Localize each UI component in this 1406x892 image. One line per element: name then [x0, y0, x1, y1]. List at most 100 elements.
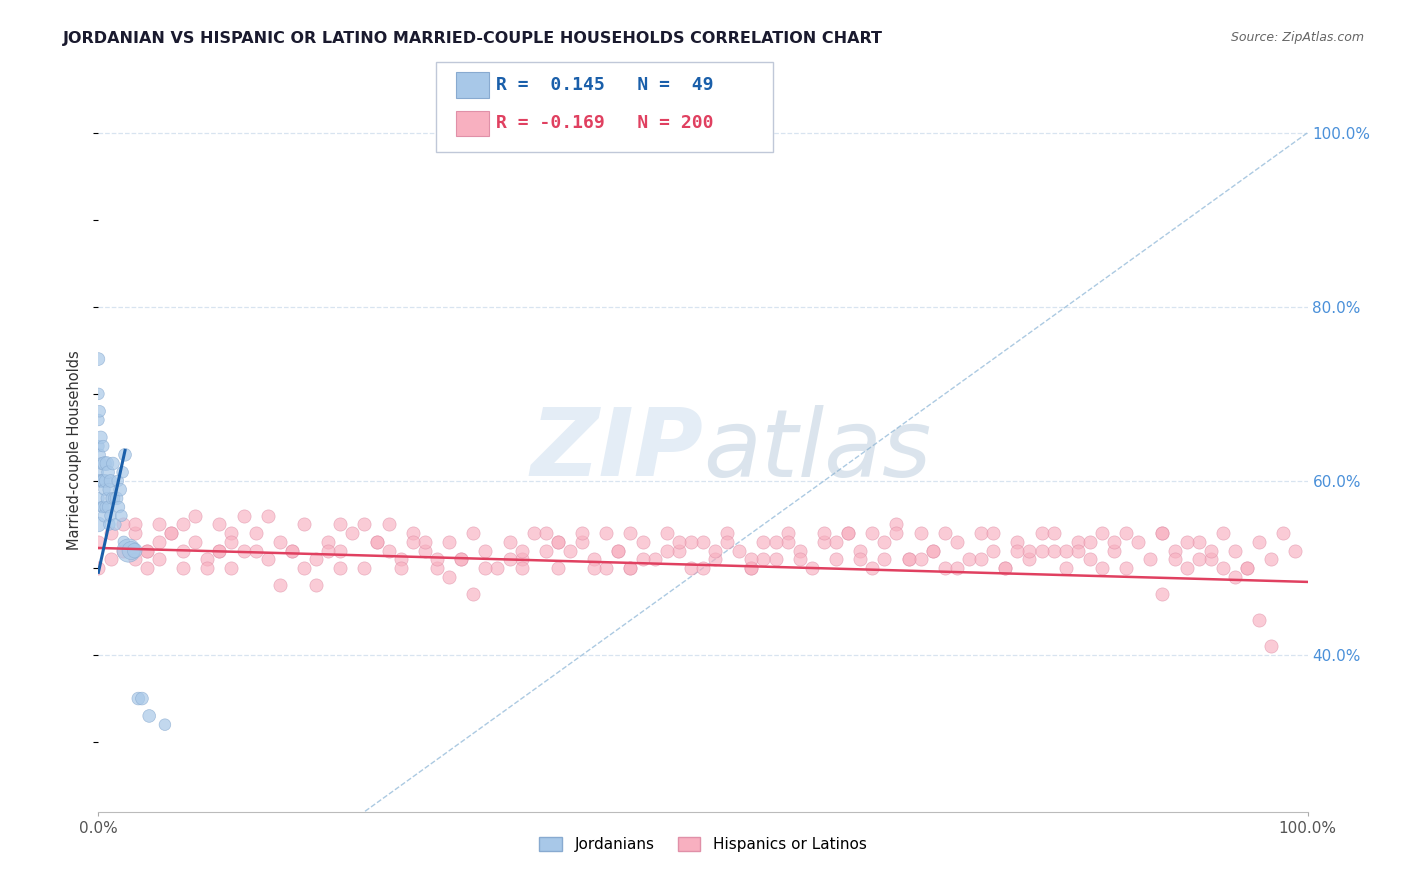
Point [510, 561, 533, 575]
Point [837, 526, 859, 541]
Point [101, 457, 124, 471]
Point [131, 691, 153, 706]
Point [1199, 543, 1222, 558]
Point [87, 517, 110, 532]
Point [474, 543, 496, 558]
Point [124, 517, 146, 532]
Point [1260, 552, 1282, 566]
Point [1102, 543, 1125, 558]
Point [910, 552, 932, 566]
Point [172, 543, 194, 558]
Point [1163, 552, 1185, 566]
Point [921, 543, 943, 558]
Point [153, 717, 176, 731]
Point [619, 526, 641, 541]
Point [474, 561, 496, 575]
Point [970, 526, 993, 541]
Point [981, 543, 1004, 558]
Point [366, 534, 388, 549]
Point [232, 508, 254, 523]
Point [110, 508, 132, 523]
Point [704, 552, 727, 566]
Point [100, 491, 122, 506]
Point [1249, 613, 1271, 627]
Point [547, 534, 569, 549]
Y-axis label: Married-couple Households: Married-couple Households [67, 351, 83, 550]
Point [789, 552, 811, 566]
Point [1078, 534, 1101, 549]
Point [148, 517, 170, 532]
Point [813, 526, 835, 541]
Point [89, 448, 111, 462]
Point [377, 517, 399, 532]
Point [607, 543, 630, 558]
Point [292, 517, 315, 532]
Point [437, 534, 460, 549]
Point [897, 552, 920, 566]
Point [195, 552, 218, 566]
Point [498, 534, 520, 549]
Point [172, 517, 194, 532]
Point [111, 543, 134, 558]
Point [135, 543, 157, 558]
Point [837, 526, 859, 541]
Point [94, 500, 117, 514]
Point [377, 543, 399, 558]
Point [98, 517, 121, 532]
Point [752, 552, 775, 566]
Point [1091, 561, 1114, 575]
Point [704, 543, 727, 558]
Point [716, 534, 738, 549]
Point [1067, 543, 1090, 558]
Point [450, 552, 472, 566]
Point [873, 552, 896, 566]
Point [100, 508, 122, 523]
Point [108, 500, 131, 514]
Point [195, 561, 218, 575]
Point [765, 552, 787, 566]
Point [1007, 534, 1029, 549]
Point [486, 561, 509, 575]
Point [172, 561, 194, 575]
Point [353, 517, 375, 532]
Point [91, 439, 114, 453]
Point [413, 534, 436, 549]
Point [208, 543, 231, 558]
Point [87, 491, 110, 506]
Point [1272, 526, 1295, 541]
Point [849, 543, 872, 558]
Point [1284, 543, 1306, 558]
Point [87, 561, 110, 575]
Point [437, 570, 460, 584]
Point [668, 534, 690, 549]
Point [281, 543, 304, 558]
Point [523, 526, 546, 541]
Point [655, 526, 678, 541]
Point [1139, 552, 1161, 566]
Point [87, 465, 110, 479]
Point [740, 552, 762, 566]
Point [281, 543, 304, 558]
Point [1102, 534, 1125, 549]
Point [316, 543, 339, 558]
Point [668, 543, 690, 558]
Point [1175, 534, 1198, 549]
Point [94, 474, 117, 488]
Point [800, 561, 823, 575]
Point [413, 543, 436, 558]
Point [1223, 570, 1246, 584]
Point [692, 561, 714, 575]
Point [402, 534, 425, 549]
Point [342, 526, 364, 541]
Point [463, 587, 485, 601]
Point [607, 543, 630, 558]
Point [91, 474, 114, 488]
Point [534, 543, 557, 558]
Point [124, 552, 146, 566]
Point [93, 457, 115, 471]
Point [583, 552, 606, 566]
Point [87, 352, 110, 367]
Point [1091, 526, 1114, 541]
Point [571, 534, 593, 549]
Point [957, 552, 980, 566]
